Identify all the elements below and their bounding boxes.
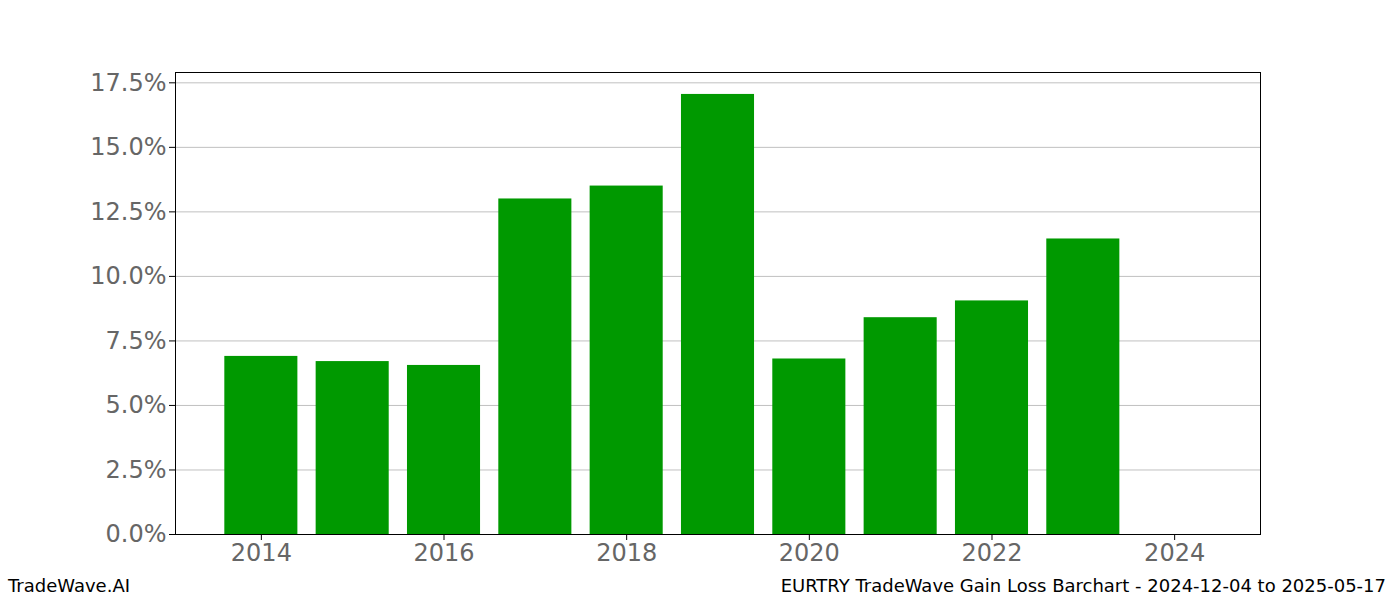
svg-text:12.5%: 12.5% (90, 198, 166, 226)
svg-text:15.0%: 15.0% (90, 133, 166, 161)
svg-text:0.0%: 0.0% (106, 520, 167, 548)
html-text:TradeWave.AI: TradeWave.AI (8, 574, 130, 596)
svg-text:2018: 2018 (596, 539, 657, 567)
svg-text:2024: 2024 (1144, 539, 1205, 567)
html-text:EURTRY TradeWave Gain Loss Bar: EURTRY TradeWave Gain Loss Barchart - 20… (780, 574, 1386, 596)
svg-text:17.5%: 17.5% (90, 69, 166, 97)
svg-text:2014: 2014 (231, 539, 292, 567)
svg-text:2.5%: 2.5% (106, 456, 167, 484)
svg-text:10.0%: 10.0% (90, 262, 166, 290)
svg-text:5.0%: 5.0% (106, 391, 167, 419)
svg-text:2022: 2022 (961, 539, 1022, 567)
svg-text:7.5%: 7.5% (106, 327, 167, 355)
svg-text:2020: 2020 (779, 539, 840, 567)
svg-text:2016: 2016 (413, 539, 474, 567)
